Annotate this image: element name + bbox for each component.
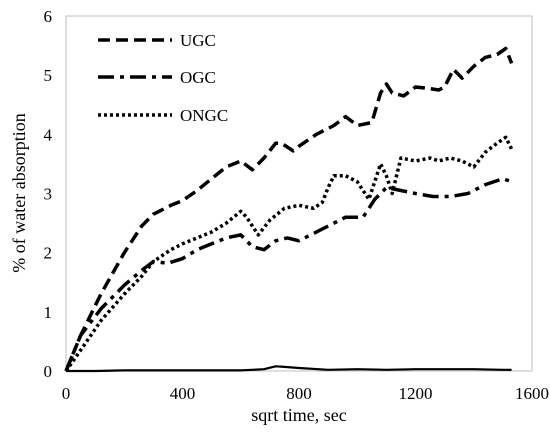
y-axis-label: % of water absorption	[9, 113, 29, 272]
series-lines	[64, 46, 514, 373]
y-tick-label: 6	[44, 7, 53, 26]
series-line-ongc	[64, 135, 514, 373]
y-tick-label: 0	[44, 362, 53, 381]
legend-label-ogc: OGC	[180, 68, 216, 87]
y-tick-label: 2	[44, 244, 53, 263]
legend-label-ugc: UGC	[180, 31, 216, 50]
x-tick-label: 1600	[515, 384, 549, 403]
legend: UGC OGC ONGC	[98, 31, 228, 125]
x-tick-label: 400	[170, 384, 196, 403]
x-tick-label: 1200	[399, 384, 433, 403]
series-line-ugc	[64, 46, 514, 372]
y-tick-labels: 0 1 2 3 4 5 6	[44, 7, 53, 381]
x-axis-label: sqrt time, sec	[251, 405, 346, 425]
x-tick-labels: 0 400 800 1200 1600	[62, 384, 549, 403]
y-tick-label: 3	[44, 185, 53, 204]
series-line-baseline	[66, 365, 512, 373]
y-tick-label: 1	[44, 303, 53, 322]
x-tick-label: 800	[286, 384, 312, 403]
y-tick-label: 5	[44, 66, 53, 85]
x-tick-label: 0	[62, 384, 71, 403]
legend-label-ongc: ONGC	[180, 106, 228, 125]
y-tick-label: 4	[44, 125, 53, 144]
